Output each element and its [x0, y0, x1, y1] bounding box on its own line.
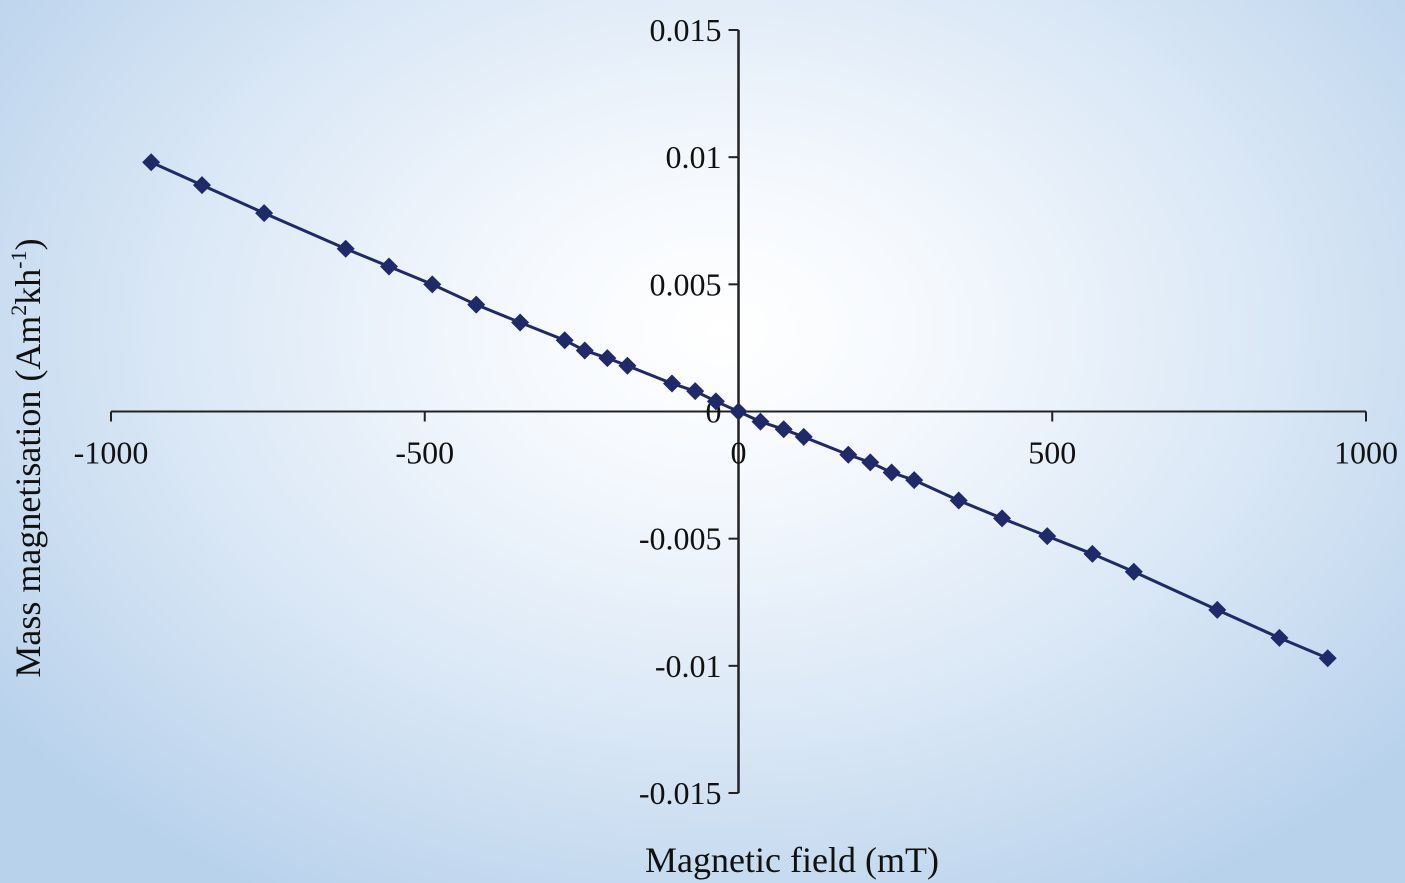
y-tick-label: -0.015 — [639, 775, 722, 811]
data-point — [882, 463, 901, 482]
data-point — [794, 427, 813, 446]
y-tick-label: 0.01 — [666, 139, 722, 175]
data-point — [1318, 649, 1337, 668]
y-axis-title-sup-1: 2 — [6, 305, 31, 316]
y-axis-title: Mass magnetisation (Am2kh-1) — [6, 238, 48, 677]
x-tick-label: 500 — [1028, 435, 1076, 471]
data-point — [729, 402, 748, 421]
y-axis-title-sup-2: -1 — [6, 250, 31, 268]
y-tick-label: 0.015 — [650, 12, 722, 48]
data-point — [993, 509, 1012, 528]
data-point — [1208, 600, 1227, 619]
data-point — [1083, 544, 1102, 563]
data-point — [861, 453, 880, 472]
data-point — [662, 374, 681, 393]
data-point — [192, 176, 211, 195]
x-axis-title: Magnetic field (mT) — [645, 840, 939, 880]
data-point — [598, 349, 617, 368]
ticks: -1000 -500 0 500 10000.0150.010.0050-0.005-0… — [74, 12, 1398, 811]
x-tick-label: 0 — [731, 435, 747, 471]
data-point — [751, 412, 770, 431]
data-point — [706, 392, 725, 411]
x-tick-label: 1000 — [1334, 435, 1398, 471]
data-point — [905, 471, 924, 490]
data-point — [336, 239, 355, 258]
data-point — [255, 204, 274, 223]
x-tick-label: -1000 — [74, 435, 149, 471]
data-point — [511, 313, 530, 332]
y-tick-label: -0.01 — [655, 648, 722, 684]
data-point — [618, 356, 637, 375]
data-point — [774, 420, 793, 439]
data-point — [949, 491, 968, 510]
data-point — [839, 445, 858, 464]
data-point — [1124, 562, 1143, 581]
data-point — [555, 331, 574, 350]
y-tick-label: -0.005 — [639, 521, 722, 557]
data-point — [142, 153, 161, 172]
data-point — [467, 295, 486, 314]
data-point — [1270, 628, 1289, 647]
data-point — [686, 382, 705, 401]
data-point — [1038, 527, 1057, 546]
y-axis-title-end: ) — [8, 238, 48, 250]
x-tick-label: -500 — [395, 435, 454, 471]
data-point — [379, 257, 398, 276]
data-point — [575, 341, 594, 360]
series — [142, 153, 1337, 668]
data-point — [423, 275, 442, 294]
y-axis-title-mid: kh — [8, 269, 48, 305]
y-tick-label: 0.005 — [650, 266, 722, 302]
